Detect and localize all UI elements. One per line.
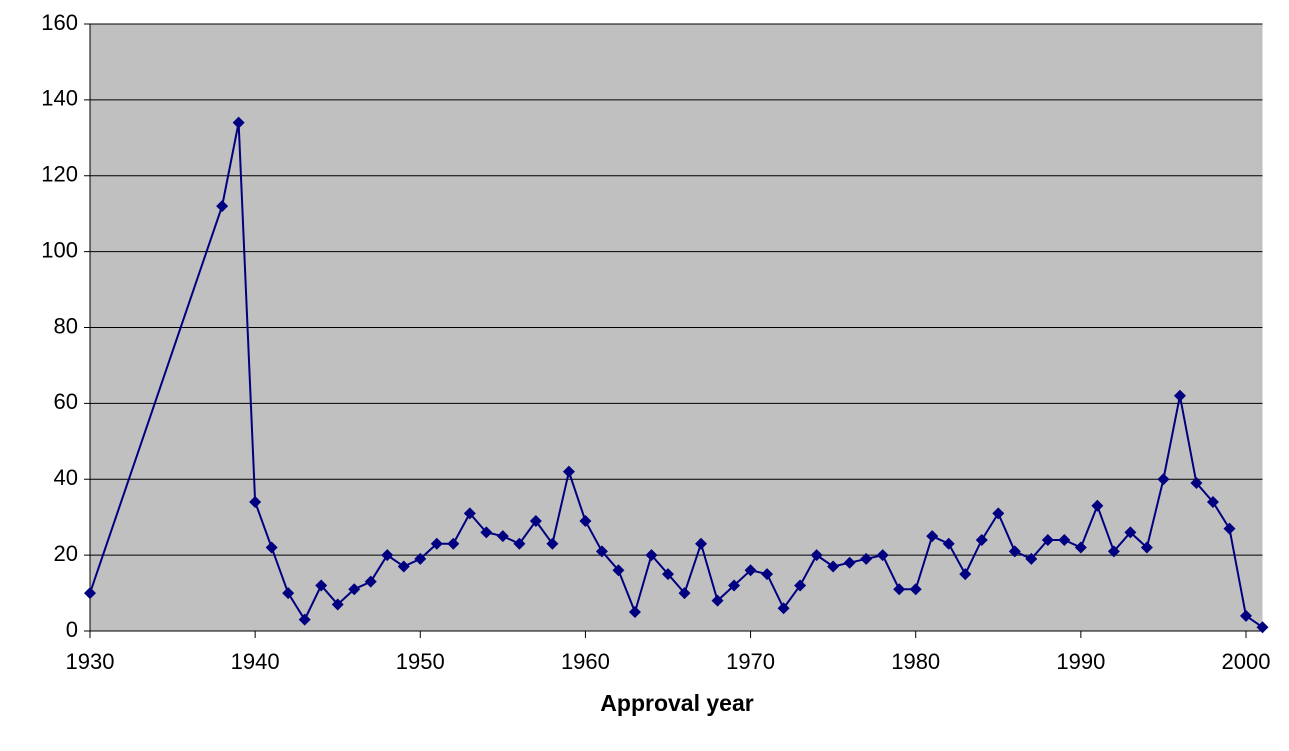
data-point	[942, 537, 955, 550]
x-tick-label: 1950	[396, 649, 445, 674]
y-tick-label: 160	[41, 10, 78, 35]
data-point	[926, 530, 939, 543]
data-point	[1008, 545, 1021, 558]
data-point	[562, 465, 575, 478]
data-point	[1074, 541, 1087, 554]
data-point	[546, 537, 559, 550]
data-point	[348, 583, 361, 596]
data-point	[1025, 552, 1038, 565]
data-point	[579, 514, 592, 527]
y-tick-label: 60	[54, 389, 78, 414]
data-point	[909, 583, 922, 596]
data-point	[298, 613, 311, 626]
data-point	[84, 587, 96, 600]
data-point	[1140, 541, 1153, 554]
x-tick-label: 1990	[1056, 649, 1105, 674]
data-point	[265, 541, 278, 554]
x-tick-label: 2000	[1222, 649, 1271, 674]
data-point	[744, 564, 757, 577]
data-point	[1223, 522, 1236, 535]
data-point	[612, 564, 625, 577]
x-tick-label: 1980	[891, 649, 940, 674]
data-point	[381, 549, 394, 562]
data-point	[1107, 545, 1120, 558]
data-point	[529, 514, 542, 527]
data-point	[761, 568, 774, 581]
data-point	[1058, 533, 1071, 546]
data-point	[711, 594, 724, 607]
data-point	[810, 549, 823, 562]
y-tick-label: 0	[66, 617, 78, 642]
y-tick-label: 20	[54, 541, 78, 566]
data-point	[1239, 609, 1252, 622]
data-point	[1173, 389, 1186, 402]
data-point	[249, 496, 262, 509]
data-point	[232, 116, 245, 129]
y-tick-label: 80	[54, 313, 78, 338]
data-point	[216, 200, 229, 213]
data-point	[959, 568, 972, 581]
data-point	[331, 598, 344, 611]
data-point	[728, 579, 741, 592]
x-tick-label: 1940	[231, 649, 280, 674]
data-point	[496, 530, 509, 543]
data-point	[992, 507, 1005, 520]
data-point	[282, 587, 295, 600]
data-point	[794, 579, 807, 592]
data-point	[463, 507, 476, 520]
data-point	[397, 560, 410, 573]
data-point	[1091, 499, 1104, 512]
data-point	[513, 537, 526, 550]
data-point	[1041, 533, 1054, 546]
data-point	[364, 575, 377, 588]
data-point	[893, 583, 906, 596]
data-point	[315, 579, 328, 592]
data-point	[860, 552, 873, 565]
data-point	[843, 556, 856, 569]
data-point	[678, 587, 691, 600]
data-point	[430, 537, 443, 550]
x-axis-label: Approval year	[600, 690, 753, 716]
y-tick-label: 140	[41, 86, 78, 111]
x-tick-label: 1960	[561, 649, 610, 674]
data-point	[480, 526, 493, 539]
data-point	[414, 552, 427, 565]
data-point	[628, 606, 641, 619]
data-point	[1256, 621, 1269, 634]
data-point	[876, 549, 889, 562]
data-point	[1190, 477, 1203, 490]
data-point	[975, 533, 988, 546]
x-tick-label: 1970	[726, 649, 775, 674]
data-point	[1124, 526, 1137, 539]
data-point	[1206, 496, 1219, 509]
data-point	[1157, 473, 1170, 486]
data-point	[447, 537, 460, 550]
data-point	[777, 602, 790, 615]
data-point	[827, 560, 840, 573]
data-point	[595, 545, 608, 558]
y-tick-label: 120	[41, 162, 78, 187]
x-tick-label: 1930	[66, 649, 115, 674]
data-point	[645, 549, 658, 562]
data-point	[661, 568, 674, 581]
y-tick-label: 40	[54, 465, 78, 490]
data-point	[695, 537, 708, 550]
y-tick-label: 100	[41, 237, 78, 262]
